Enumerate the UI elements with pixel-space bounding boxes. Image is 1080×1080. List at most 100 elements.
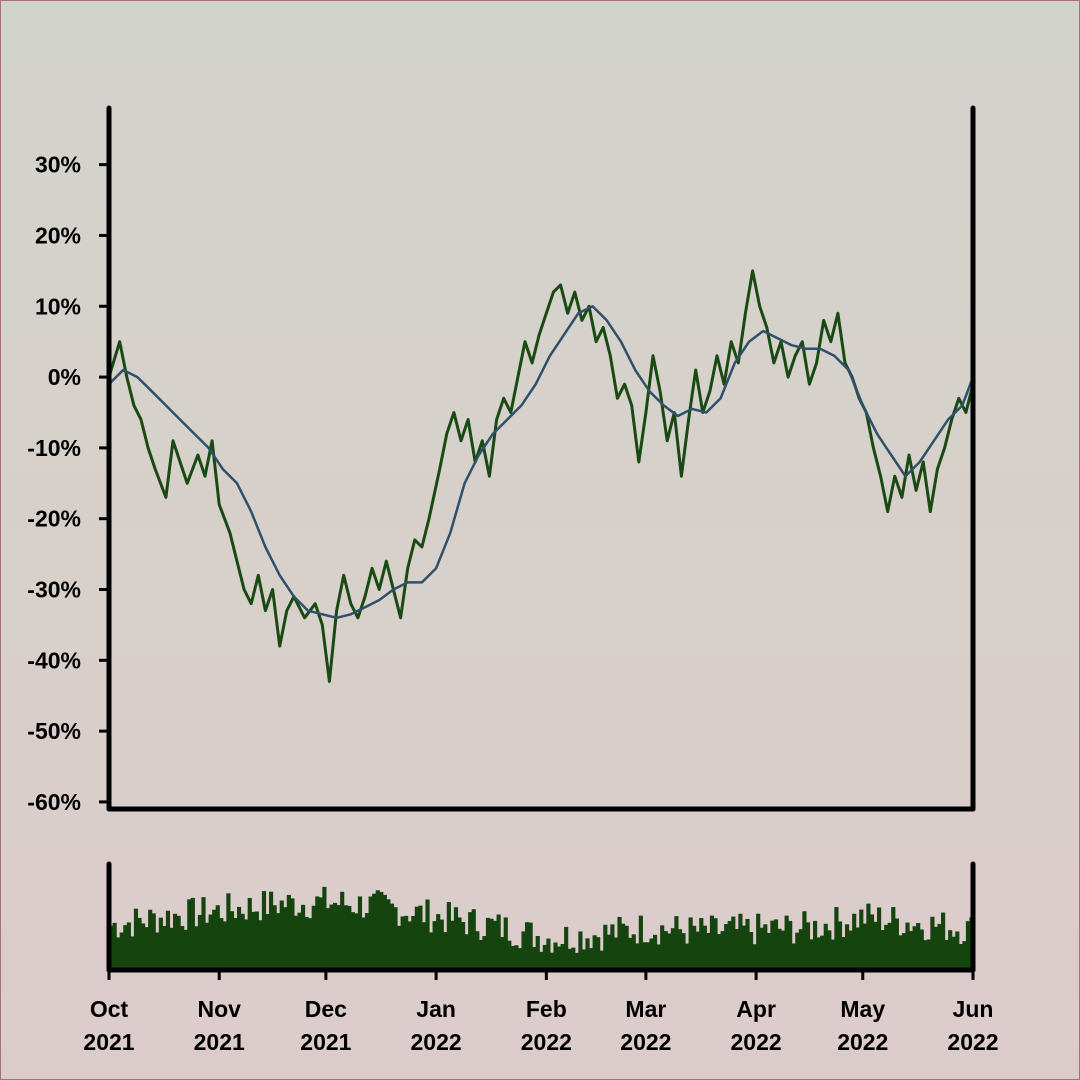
volume-bar <box>617 916 622 970</box>
volume-bar <box>301 904 306 970</box>
y-tick-label: -30% <box>27 576 81 602</box>
volume-bar <box>834 907 839 970</box>
volume-bar <box>517 948 523 970</box>
volume-bar <box>603 924 608 970</box>
volume-bar <box>496 914 501 970</box>
x-tick-month: Jun <box>953 996 994 1022</box>
volume-bar <box>141 923 146 970</box>
volume-bar <box>130 936 135 970</box>
volume-bar <box>645 942 651 970</box>
volume-bar <box>827 930 832 970</box>
x-tick-month: Feb <box>526 996 567 1022</box>
volume-bar <box>937 923 942 970</box>
volume-bar <box>656 944 661 970</box>
x-tick-year: 2021 <box>194 1029 245 1055</box>
volume-bar <box>773 919 779 970</box>
volume-bar <box>425 899 430 970</box>
volume-bar <box>439 919 444 970</box>
x-tick-year: 2022 <box>521 1029 572 1055</box>
volume-bar <box>926 939 931 970</box>
volume-bar <box>222 921 227 970</box>
volume-bar <box>336 905 341 970</box>
volume-bar <box>478 939 483 970</box>
volume-bar <box>180 926 185 970</box>
volume-bar <box>564 926 569 970</box>
volume-bar <box>393 907 398 970</box>
volume-bar <box>208 914 213 970</box>
volume-bar <box>621 923 626 970</box>
y-tick-label: 20% <box>35 222 81 248</box>
volume-bar <box>510 945 515 970</box>
volume-bar <box>958 944 963 970</box>
volume-bar <box>720 931 725 970</box>
volume-bar <box>315 896 320 970</box>
y-tick-label: -60% <box>27 789 81 815</box>
volume-bar <box>791 943 796 970</box>
volume-bar <box>706 932 711 970</box>
volume-bar <box>379 891 384 970</box>
volume-bar <box>941 912 946 970</box>
volume-bar <box>453 907 459 970</box>
volume-bar <box>297 912 302 970</box>
x-tick-year: 2021 <box>300 1029 351 1055</box>
volume-bar <box>219 918 224 970</box>
volume-bar <box>877 907 882 970</box>
volume-bar <box>557 946 562 970</box>
volume-bar <box>233 918 238 970</box>
volume-bar <box>500 937 505 970</box>
volume-bar <box>660 925 665 970</box>
volume-bar <box>638 915 643 970</box>
volume-bar <box>670 928 675 970</box>
volume-bars <box>109 886 974 970</box>
volume-bar <box>919 929 924 970</box>
volume-bar <box>375 890 380 970</box>
volume-bar <box>628 937 633 970</box>
volume-bar <box>869 914 875 970</box>
volume-bar <box>631 934 636 970</box>
volume-bar <box>759 927 764 970</box>
volume-bar <box>766 932 771 970</box>
volume-bar <box>944 939 949 970</box>
volume-bar <box>756 913 761 970</box>
volume-bar <box>155 932 160 970</box>
volume-bar <box>304 916 309 970</box>
volume-bar <box>404 915 409 970</box>
volume-bar <box>269 891 274 970</box>
volume-bar <box>382 894 387 970</box>
volume-bar <box>190 897 195 970</box>
volume-bar <box>372 893 377 970</box>
x-tick-month: Jan <box>416 996 456 1022</box>
volume-bar <box>741 925 747 970</box>
volume-bar <box>709 915 715 970</box>
volume-bar <box>212 909 217 970</box>
volume-bar <box>699 918 704 970</box>
volume-bar <box>450 920 455 970</box>
volume-bar <box>226 893 231 970</box>
volume-bar <box>311 905 316 970</box>
volume-bar <box>802 911 807 970</box>
volume-bar <box>685 943 690 970</box>
volume-bar <box>133 908 139 970</box>
volume-bar <box>286 894 291 970</box>
volume-bar <box>493 920 498 970</box>
volume-bar <box>329 904 334 970</box>
volume-bar <box>560 943 565 970</box>
volume-bar <box>592 935 597 970</box>
moving-average-line <box>108 305 975 620</box>
volume-bar <box>283 907 288 970</box>
volume-bar <box>340 891 345 970</box>
volume-bar <box>528 922 533 970</box>
volume-bar <box>400 916 405 970</box>
x-tick-year: 2021 <box>83 1029 134 1055</box>
volume-bar <box>525 922 530 970</box>
volume-bar <box>365 913 370 970</box>
volume-bar <box>962 941 967 970</box>
volume-bar <box>596 937 601 970</box>
volume-bar <box>692 925 697 970</box>
volume-bar <box>457 917 462 970</box>
volume-bar <box>443 932 448 970</box>
volume-bar <box>429 932 434 970</box>
x-tick-year: 2022 <box>837 1029 888 1055</box>
volume-bar <box>653 934 658 970</box>
y-tick-label: 10% <box>35 293 81 319</box>
